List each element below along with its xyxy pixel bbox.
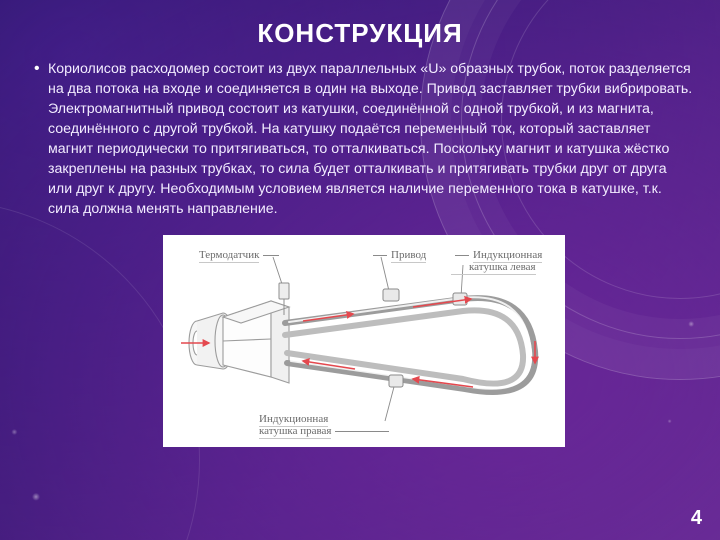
label-coil-right: Индукционная катушка правая <box>259 413 393 437</box>
body-content: Кориолисов расходомер состоит из двух па… <box>0 59 720 447</box>
paragraph-text: Кориолисов расходомер состоит из двух па… <box>48 59 694 219</box>
label-coil-left: Индукционная катушка левая <box>451 249 542 273</box>
slide-title: КОНСТРУКЦИЯ <box>0 0 720 59</box>
bullet-item: Кориолисов расходомер состоит из двух па… <box>34 59 694 219</box>
coriolis-diagram: Термодатчик Привод Индукционная катушка … <box>163 235 565 447</box>
label-thermo: Термодатчик <box>199 249 283 261</box>
label-drive: Привод <box>369 249 426 261</box>
figure-container: Термодатчик Привод Индукционная катушка … <box>34 235 694 447</box>
page-number: 4 <box>691 507 702 530</box>
